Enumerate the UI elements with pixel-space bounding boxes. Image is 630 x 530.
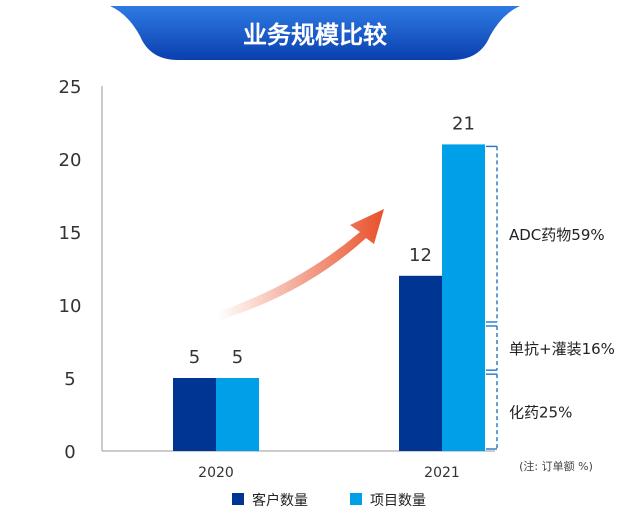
x-tick-label: 2020 <box>198 465 234 481</box>
unit-note: (注: 订单额 %) <box>519 459 593 473</box>
data-label: 5 <box>232 347 243 368</box>
bars <box>173 144 485 451</box>
legend-swatch <box>350 493 362 505</box>
chart-title: 业务规模比较 <box>243 21 387 49</box>
x-tick-label: 2021 <box>424 465 460 481</box>
data-label: 5 <box>189 347 200 368</box>
bar-projects-2020 <box>216 378 259 451</box>
legend: 客户数量 项目数量 <box>232 492 426 509</box>
bar-customers-2020 <box>173 378 216 451</box>
y-tick-label: 25 <box>59 77 82 98</box>
annotation-label: 单抗+灌装16% <box>509 340 615 358</box>
legend-label: 项目数量 <box>370 493 426 509</box>
y-tick-labels: 0 5 10 15 20 25 <box>59 77 82 463</box>
growth-arrow-icon <box>218 209 384 320</box>
x-tick-labels: 2020 2021 <box>198 465 460 481</box>
y-tick-label: 0 <box>64 442 75 463</box>
y-tick-label: 15 <box>59 223 82 244</box>
annotation-label: 化药25% <box>509 404 572 422</box>
annotation-label: ADC药物59% <box>509 226 605 244</box>
data-label: 21 <box>452 113 475 134</box>
y-tick-label: 10 <box>59 296 82 317</box>
legend-swatch <box>232 493 244 505</box>
legend-label: 客户数量 <box>252 492 308 509</box>
title-banner <box>110 6 520 60</box>
data-labels: 5 12 5 21 <box>189 113 475 368</box>
y-tick-label: 20 <box>59 150 82 171</box>
bar-projects-2021 <box>442 144 485 451</box>
annotations: ADC药物59% 单抗+灌装16% 化药25% <box>486 145 615 450</box>
y-tick-label: 5 <box>64 369 75 390</box>
bar-customers-2021 <box>399 275 442 451</box>
data-label: 12 <box>409 245 432 266</box>
